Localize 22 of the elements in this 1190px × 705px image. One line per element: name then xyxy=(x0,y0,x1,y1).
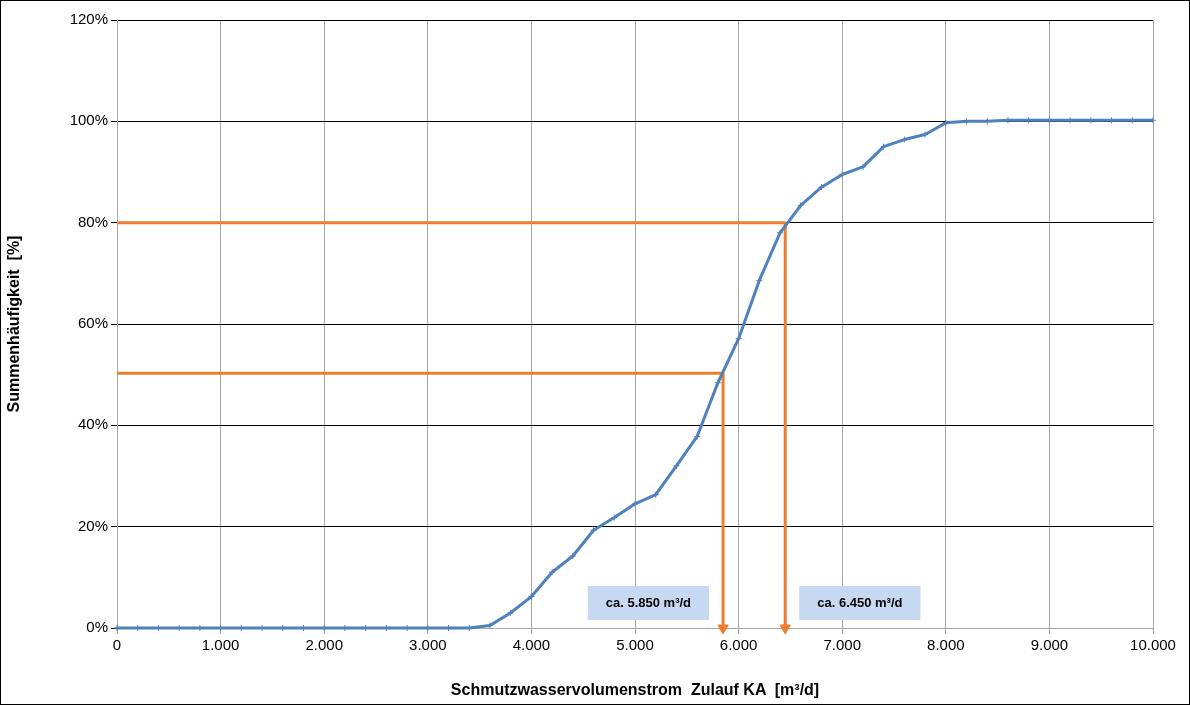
y-tick-label: 60% xyxy=(77,314,108,332)
annotation: ca. 5.850 m³/d xyxy=(605,594,692,610)
y-tick-label: 100% xyxy=(69,111,108,129)
x-tick-label: 10.000 xyxy=(1130,636,1176,654)
annotation: ca. 6.450 m³/d xyxy=(817,594,903,610)
x-tick-label: 7.000 xyxy=(823,636,861,654)
x-tick-label: 5.000 xyxy=(616,636,654,654)
x-tick-label: 0 xyxy=(112,636,122,654)
y-tick-label: 120% xyxy=(69,10,108,28)
x-tick-label: 9.000 xyxy=(1030,636,1069,654)
y-axis-title: Summenhäufigkeit [%] xyxy=(5,235,23,413)
x-tick-label: 3.000 xyxy=(409,636,447,654)
x-tick-label: 2.000 xyxy=(305,636,343,654)
y-tick-label: 0% xyxy=(86,618,108,636)
x-tick-label: 6.000 xyxy=(719,636,758,654)
x-tick-label: 4.000 xyxy=(512,636,551,654)
y-tick-label: 20% xyxy=(77,516,108,534)
y-tick-label: 80% xyxy=(77,212,108,230)
x-tick-label: 1.000 xyxy=(201,636,240,654)
x-axis-title: Schmutzwasservolumenstrom Zulauf KA [m³/d] xyxy=(450,680,820,698)
x-tick-label: 8.000 xyxy=(927,636,965,654)
y-tick-label: 40% xyxy=(77,415,108,433)
